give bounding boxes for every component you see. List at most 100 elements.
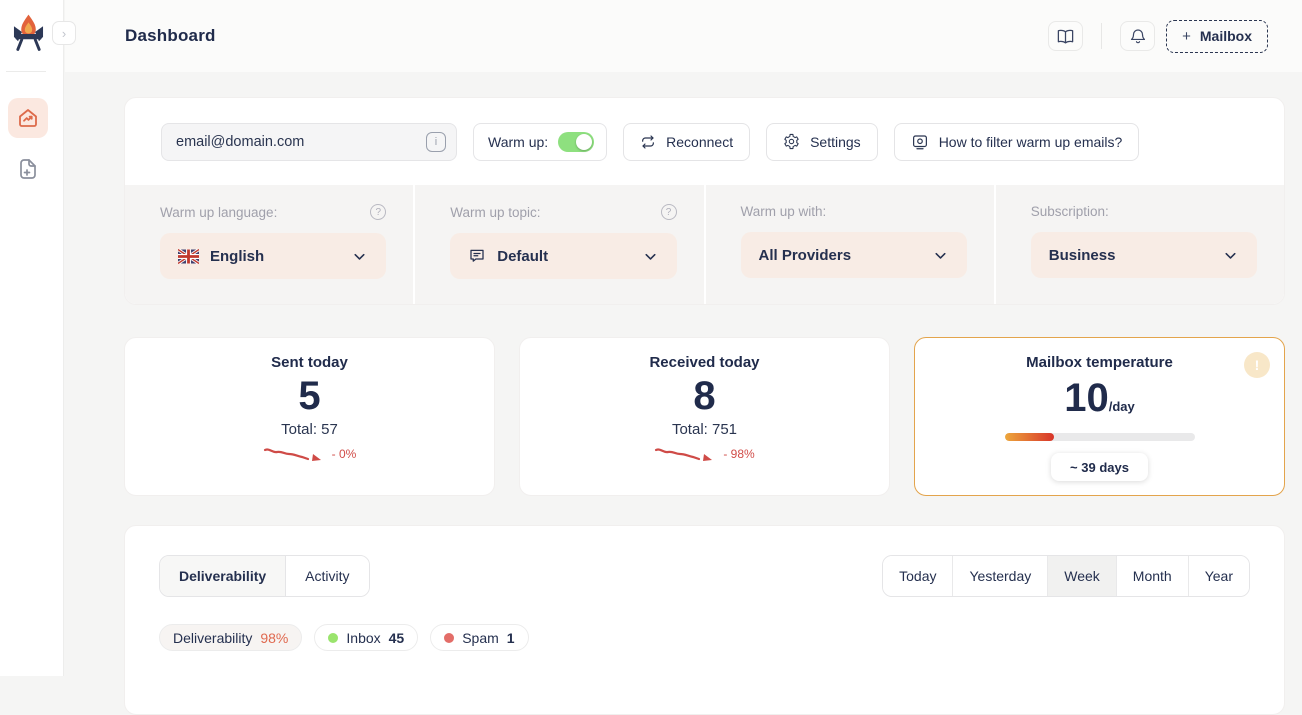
help-icon[interactable]: ? — [370, 204, 387, 220]
settings-label: Settings — [810, 133, 861, 150]
analytics-panel: Deliverability Activity Today Yesterday … — [124, 525, 1285, 715]
sent-today-value: 5 — [298, 374, 321, 418]
language-value: English — [210, 247, 265, 265]
sent-today-title: Sent today — [271, 354, 348, 371]
filter-help-label: How to filter warm up emails? — [938, 133, 1123, 150]
topic-label: Warm up topic: — [450, 204, 541, 220]
down-right-arrow-icon — [311, 454, 321, 461]
spam-badge-value: 1 — [506, 629, 515, 646]
warmup-toggle[interactable] — [558, 131, 595, 152]
range-month[interactable]: Month — [1116, 556, 1189, 596]
received-today-trend: - 98% — [654, 445, 755, 463]
received-today-card: Received today 8 Total: 751 - 98% — [519, 337, 890, 496]
chevron-down-icon — [642, 248, 659, 265]
info-icon[interactable]: i — [426, 131, 446, 152]
legend-row: Deliverability 98% Inbox 45 Spam 1 — [159, 624, 1250, 651]
down-sparkline-icon — [655, 448, 713, 461]
sent-today-card: Sent today 5 Total: 57 - 0% — [124, 337, 495, 496]
subscription-value: Business — [1048, 246, 1116, 264]
green-dot-icon — [328, 632, 339, 643]
settings-button[interactable]: Settings — [766, 122, 878, 161]
add-mailbox-label: Mailbox — [1199, 28, 1252, 44]
inbox-badge-label: Inbox — [346, 629, 381, 646]
spam-badge-label: Spam — [462, 629, 499, 646]
subscription-label: Subscription: — [1030, 204, 1109, 219]
temperature-value: 10 — [1064, 376, 1109, 420]
temperature-unit: /day — [1108, 399, 1135, 414]
page-title: Dashboard — [125, 26, 216, 45]
app-logo — [13, 13, 44, 51]
bell-icon — [1130, 29, 1145, 44]
providers-value: All Providers — [758, 246, 852, 264]
book-icon — [1057, 29, 1074, 43]
topbar-actions: + Mailbox — [1048, 19, 1268, 53]
tab-deliverability[interactable]: Deliverability — [160, 556, 287, 596]
sidebar-item-add-mailbox[interactable] — [8, 149, 48, 189]
mailbox-control-panel: i Warm up: Reconnect Se — [124, 97, 1285, 305]
filter-help-button[interactable]: How to filter warm up emails? — [893, 122, 1140, 161]
stats-row: Sent today 5 Total: 57 - 0% Received tod… — [124, 337, 1285, 496]
topbar-divider — [1101, 23, 1103, 49]
chat-icon — [470, 249, 484, 262]
down-right-arrow-icon — [703, 454, 713, 461]
topic-select[interactable]: Default — [450, 233, 677, 279]
home-chart-icon — [19, 109, 37, 127]
tab-activity[interactable]: Activity — [286, 556, 369, 596]
email-field-wrap: i — [161, 122, 457, 161]
deliverability-badge-label: Deliverability — [173, 629, 253, 646]
plus-icon: + — [1182, 27, 1191, 45]
option-topic: Warm up topic: ? Default — [415, 185, 704, 304]
received-today-value: 8 — [693, 374, 716, 418]
warm-up-with-label: Warm up with: — [740, 204, 827, 219]
chevron-down-icon — [1222, 247, 1239, 264]
analytics-tabs: Deliverability Activity — [159, 555, 370, 597]
mailbox-toolbar: i Warm up: Reconnect Se — [125, 98, 1284, 185]
sent-today-trend: - 0% — [263, 445, 357, 463]
content: i Warm up: Reconnect Se — [65, 72, 1302, 715]
received-today-total: Total: 751 — [671, 421, 738, 438]
gear-icon — [784, 133, 799, 150]
language-select[interactable]: English — [160, 233, 387, 279]
warmup-label: Warm up: — [488, 133, 549, 150]
spam-badge: Spam 1 — [430, 624, 529, 651]
analytics-controls: Deliverability Activity Today Yesterday … — [159, 555, 1250, 597]
red-dot-icon — [444, 632, 455, 643]
sent-today-trend-label: - 0% — [331, 447, 357, 461]
warning-icon[interactable]: ! — [1244, 352, 1270, 378]
sidebar-collapse-button[interactable]: › — [52, 21, 76, 45]
notifications-button[interactable] — [1120, 21, 1156, 51]
reconnect-icon — [642, 134, 655, 149]
sidebar-item-dashboard[interactable] — [8, 98, 48, 138]
warmup-toggle-box: Warm up: — [473, 122, 608, 161]
add-mailbox-button[interactable]: + Mailbox — [1166, 19, 1268, 53]
range-today[interactable]: Today — [883, 556, 954, 596]
option-language: Warm up language: ? English — [125, 185, 414, 304]
range-yesterday[interactable]: Yesterday — [953, 556, 1049, 596]
received-today-title: Received today — [649, 354, 760, 371]
temperature-value-row: 10 /day — [1064, 373, 1135, 421]
reconnect-button[interactable]: Reconnect — [623, 122, 751, 161]
warmup-options-row: Warm up language: ? English — [125, 185, 1284, 304]
topic-value: Default — [497, 247, 549, 265]
email-field[interactable] — [176, 133, 426, 150]
range-week[interactable]: Week — [1048, 556, 1117, 596]
subscription-select[interactable]: Business — [1030, 232, 1257, 278]
topbar: Dashboard + Mailbox — [65, 0, 1302, 72]
chevron-down-icon — [351, 248, 368, 265]
temperature-title: Mailbox temperature — [1026, 354, 1173, 371]
providers-select[interactable]: All Providers — [740, 232, 967, 278]
range-year[interactable]: Year — [1188, 556, 1249, 596]
uk-flag-icon — [178, 248, 199, 264]
mailbox-temperature-card: ! Mailbox temperature 10 /day ~ 39 days — [914, 337, 1285, 496]
temperature-progress-fill — [1004, 433, 1054, 441]
sent-today-total: Total: 57 — [281, 421, 338, 438]
deliverability-badge: Deliverability 98% — [159, 624, 303, 651]
temperature-eta-badge: ~ 39 days — [1051, 453, 1148, 481]
docs-button[interactable] — [1048, 21, 1084, 51]
language-label: Warm up language: — [160, 204, 278, 220]
file-plus-icon — [20, 159, 36, 179]
sidebar: › — [0, 0, 76, 676]
inbox-badge: Inbox 45 — [314, 624, 419, 651]
inbox-badge-value: 45 — [388, 629, 405, 646]
help-icon[interactable]: ? — [660, 204, 677, 220]
